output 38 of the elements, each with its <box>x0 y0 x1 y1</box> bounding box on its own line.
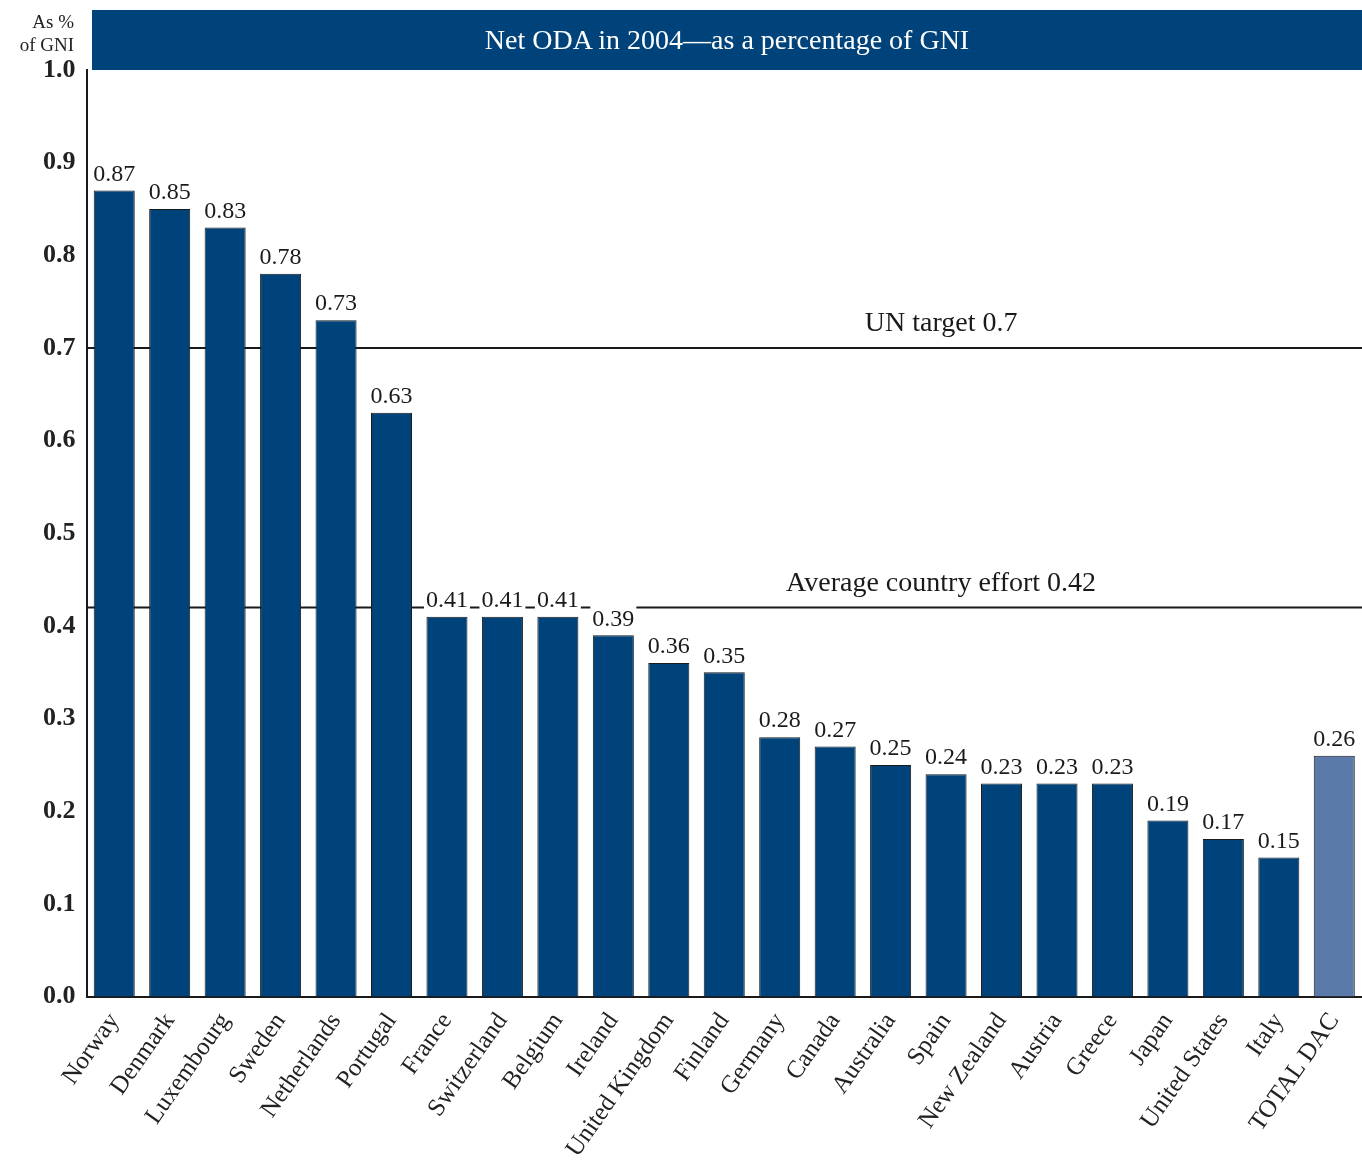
data-label: 0.63 <box>370 382 413 409</box>
data-label: 0.27 <box>814 715 857 742</box>
y-tick-label: 0.8 <box>43 239 76 269</box>
y-tick-label: 0.3 <box>43 702 76 732</box>
data-label: 0.17 <box>1202 808 1245 835</box>
ref-line-label: UN target 0.7 <box>864 306 1018 338</box>
data-label: 0.35 <box>703 641 746 668</box>
data-label: 0.26 <box>1313 724 1356 751</box>
y-tick-label: 0.9 <box>43 146 76 176</box>
data-label: 0.39 <box>592 604 635 631</box>
y-axis-title: As % of GNI <box>18 10 74 56</box>
y-tick-label: 0.5 <box>43 517 76 546</box>
data-label: 0.23 <box>980 752 1023 779</box>
y-tick-label: 0.0 <box>43 980 76 1010</box>
data-label: 0.23 <box>1035 752 1078 779</box>
data-label: 0.24 <box>925 743 968 770</box>
data-label: 0.78 <box>259 243 302 270</box>
y-tick-label: 0.4 <box>43 609 76 639</box>
y-tick-label: 0.2 <box>43 794 76 824</box>
data-label: 0.28 <box>758 706 801 733</box>
data-label: 0.83 <box>204 196 247 223</box>
y-tick-label: 0.6 <box>43 424 76 454</box>
data-label: 0.15 <box>1257 826 1300 853</box>
data-label: 0.41 <box>425 585 468 612</box>
y-tick-label: 1.0 <box>43 53 76 83</box>
data-label: 0.85 <box>148 178 191 205</box>
data-label: 0.41 <box>536 585 579 612</box>
data-label: 0.19 <box>1146 789 1189 816</box>
data-label: 0.36 <box>647 632 690 659</box>
data-label: 0.87 <box>93 159 136 186</box>
data-label: 0.41 <box>481 585 524 612</box>
y-tick-label: 0.7 <box>43 331 76 361</box>
data-label: 0.25 <box>869 734 912 761</box>
y-tick-label: 0.1 <box>43 887 76 917</box>
data-label: 0.73 <box>315 289 358 316</box>
ref-line-label: Average country effort 0.42 <box>786 565 1097 597</box>
data-label: 0.23 <box>1091 752 1134 779</box>
chart-title: Net ODA in 2004—as a percentage of GNI <box>92 10 1362 70</box>
